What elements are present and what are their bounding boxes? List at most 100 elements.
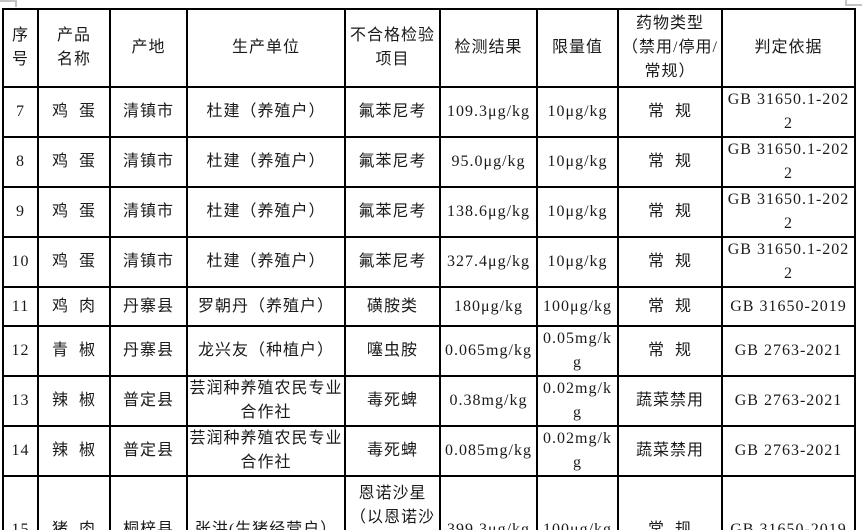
cell-drug-type: 常 规 xyxy=(617,286,723,327)
cell-product: 辣 椒 xyxy=(37,425,111,477)
header-cell-basis: 判定依据 xyxy=(721,8,856,88)
cell-result: 180μg/kg xyxy=(439,286,538,327)
cell-basis: GB 31650-2019 xyxy=(721,475,856,530)
cell-item: 氟苯尼考 xyxy=(344,86,441,138)
cell-origin: 普定县 xyxy=(109,375,188,427)
cell-no: 12 xyxy=(2,325,39,377)
cell-result: 0.065mg/kg xyxy=(439,325,538,377)
table-row: 8 鸡 蛋 清镇市 杜建（养殖户） 氟苯尼考 95.0μg/kg 10μg/kg… xyxy=(2,136,856,188)
table-row: 15 猪 肉 桐梓县 张洪(生猪经营户） 恩诺沙星 （以恩诺沙 星与环丙沙 星之… xyxy=(2,475,856,530)
cell-no: 14 xyxy=(2,425,39,477)
cell-result: 95.0μg/kg xyxy=(439,136,538,188)
cell-producer: 芸润种养殖农民专业合作社 xyxy=(186,375,346,427)
corner-mark-top-right-v xyxy=(845,0,847,6)
cell-basis: GB 31650-2019 xyxy=(721,286,856,327)
cell-no: 13 xyxy=(2,375,39,427)
table-row: 14 辣 椒 普定县 芸润种养殖农民专业合作社 毒死蜱 0.085mg/kg 0… xyxy=(2,425,856,477)
table-header-row: 序 号 产品 名称 产地 生产单位 不合格检验 项目 检测结果 限量值 药物类型… xyxy=(2,8,856,88)
cell-result: 0.38mg/kg xyxy=(439,375,538,427)
cell-producer: 张洪(生猪经营户） xyxy=(186,475,346,530)
header-cell-item: 不合格检验 项目 xyxy=(344,8,441,88)
cell-no: 10 xyxy=(2,236,39,288)
cell-product: 鸡 蛋 xyxy=(37,236,111,288)
cell-limit: 0.05mg/kg xyxy=(536,325,619,377)
cell-basis: GB 31650.1-2022 xyxy=(721,236,856,288)
cell-result: 138.6μg/kg xyxy=(439,186,538,238)
cell-basis: GB 31650.1-2022 xyxy=(721,86,856,138)
header-cell-drug-type: 药物类型 （禁用/停用/ 常规） xyxy=(617,8,723,88)
cell-product: 鸡 蛋 xyxy=(37,136,111,188)
table-row: 9 鸡 蛋 清镇市 杜建（养殖户） 氟苯尼考 138.6μg/kg 10μg/k… xyxy=(2,186,856,238)
cell-drug-type: 常 规 xyxy=(617,475,723,530)
header-cell-origin: 产地 xyxy=(109,8,188,88)
cell-producer: 罗朝丹（养殖户） xyxy=(186,286,346,327)
cell-origin: 丹寨县 xyxy=(109,286,188,327)
cell-drug-type: 常 规 xyxy=(617,325,723,377)
cell-item: 毒死蜱 xyxy=(344,425,441,477)
cell-basis: GB 2763-2021 xyxy=(721,375,856,427)
corner-mark-top-right xyxy=(845,4,862,6)
cell-producer: 芸润种养殖农民专业合作社 xyxy=(186,425,346,477)
cell-item: 噻虫胺 xyxy=(344,325,441,377)
cell-no: 9 xyxy=(2,186,39,238)
cell-basis: GB 2763-2021 xyxy=(721,425,856,477)
cell-limit: 0.02mg/kg xyxy=(536,375,619,427)
corner-mark-top-left-v xyxy=(15,0,17,7)
table-row: 7 鸡 蛋 清镇市 杜建（养殖户） 氟苯尼考 109.3μg/kg 10μg/k… xyxy=(2,86,856,138)
header-cell-product: 产品 名称 xyxy=(37,8,111,88)
cell-item: 磺胺类 xyxy=(344,286,441,327)
corner-mark-top-left xyxy=(0,0,17,2)
inspection-results-table: 序 号 产品 名称 产地 生产单位 不合格检验 项目 检测结果 限量值 药物类型… xyxy=(2,8,856,530)
cell-origin: 丹寨县 xyxy=(109,325,188,377)
cell-drug-type: 常 规 xyxy=(617,186,723,238)
cell-item: 毒死蜱 xyxy=(344,375,441,427)
cell-drug-type: 常 规 xyxy=(617,86,723,138)
cell-result: 399.3μg/kg xyxy=(439,475,538,530)
cell-producer: 杜建（养殖户） xyxy=(186,86,346,138)
cell-result: 327.4μg/kg xyxy=(439,236,538,288)
cell-drug-type: 蔬菜禁用 xyxy=(617,375,723,427)
cell-producer: 龙兴友（种植户） xyxy=(186,325,346,377)
cell-no: 15 xyxy=(2,475,39,530)
cell-drug-type: 常 规 xyxy=(617,236,723,288)
table-row: 10 鸡 蛋 清镇市 杜建（养殖户） 氟苯尼考 327.4μg/kg 10μg/… xyxy=(2,236,856,288)
cell-item: 氟苯尼考 xyxy=(344,136,441,188)
cell-limit: 100μg/kg xyxy=(536,286,619,327)
cell-product: 鸡 蛋 xyxy=(37,186,111,238)
cell-result: 109.3μg/kg xyxy=(439,86,538,138)
cell-product: 猪 肉 xyxy=(37,475,111,530)
header-cell-producer: 生产单位 xyxy=(186,8,346,88)
table-row: 13 辣 椒 普定县 芸润种养殖农民专业合作社 毒死蜱 0.38mg/kg 0.… xyxy=(2,375,856,427)
cell-origin: 清镇市 xyxy=(109,186,188,238)
cell-limit: 10μg/kg xyxy=(536,236,619,288)
cell-item: 氟苯尼考 xyxy=(344,236,441,288)
cell-no: 11 xyxy=(2,286,39,327)
cell-no: 7 xyxy=(2,86,39,138)
cell-limit: 10μg/kg xyxy=(536,86,619,138)
cell-item: 氟苯尼考 xyxy=(344,186,441,238)
cell-product: 辣 椒 xyxy=(37,375,111,427)
cell-limit: 0.02mg/kg xyxy=(536,425,619,477)
cell-product: 鸡 蛋 xyxy=(37,86,111,138)
cell-limit: 100μg/kg xyxy=(536,475,619,530)
cell-basis: GB 2763-2021 xyxy=(721,325,856,377)
cell-origin: 清镇市 xyxy=(109,86,188,138)
header-cell-result: 检测结果 xyxy=(439,8,538,88)
cell-origin: 桐梓县 xyxy=(109,475,188,530)
cell-item: 恩诺沙星 （以恩诺沙 星与环丙沙 星之和计） xyxy=(344,475,441,530)
cell-producer: 杜建（养殖户） xyxy=(186,136,346,188)
header-cell-no: 序 号 xyxy=(2,8,39,88)
cell-product: 青 椒 xyxy=(37,325,111,377)
table-row: 12 青 椒 丹寨县 龙兴友（种植户） 噻虫胺 0.065mg/kg 0.05m… xyxy=(2,325,856,377)
cell-no: 8 xyxy=(2,136,39,188)
cell-result: 0.085mg/kg xyxy=(439,425,538,477)
cell-basis: GB 31650.1-2022 xyxy=(721,186,856,238)
cell-origin: 清镇市 xyxy=(109,136,188,188)
cell-limit: 10μg/kg xyxy=(536,136,619,188)
cell-origin: 清镇市 xyxy=(109,236,188,288)
cell-drug-type: 蔬菜禁用 xyxy=(617,425,723,477)
cell-producer: 杜建（养殖户） xyxy=(186,186,346,238)
cell-product: 鸡 肉 xyxy=(37,286,111,327)
cell-origin: 普定县 xyxy=(109,425,188,477)
